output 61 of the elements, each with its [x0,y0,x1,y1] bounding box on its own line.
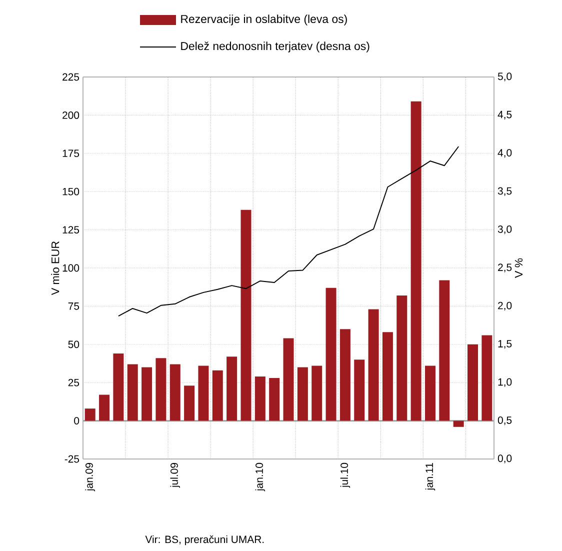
bar [340,329,350,421]
bar [142,367,152,421]
bar [297,367,308,421]
y2-tick-label: 2,0 [498,302,512,311]
bar [170,364,180,421]
bar [99,394,110,421]
x-tick-label: jul.09 [170,463,180,488]
y-tick-label: 25 [68,378,80,386]
bar [424,366,436,421]
bar [240,210,252,421]
bar [254,376,266,421]
bar [283,338,294,421]
x-tick-label: jan.10 [255,462,266,492]
y-tick-label: 0 [74,417,80,424]
bar [453,420,464,427]
y2-tick-label: 3,0 [498,225,512,234]
bar [396,295,408,421]
y2-tick-label: 4,0 [498,149,512,158]
y-tick-label: 125 [62,226,80,234]
y-tick-label: 50 [68,340,80,348]
bar [127,364,138,421]
bar [184,386,195,421]
x-tick-label: jan.09 [85,463,95,492]
legend-label: Delež nedonosnih terjatev (desna os) [181,42,370,52]
bar [156,358,166,421]
y2-tick-label: 4,5 [498,110,512,120]
bar [113,354,124,421]
bar [312,366,322,421]
y2-tick-label: 0,0 [498,454,512,464]
y-tick-label: 175 [62,150,80,158]
bar [468,344,478,421]
y-tick-label: -25 [64,455,80,463]
bar [269,378,280,421]
y2-tick-label: 5,0 [498,72,512,82]
y-tick-label: 100 [62,264,80,272]
y-tick-label: 75 [68,302,80,310]
bar [226,356,238,421]
x-tick-label: jan.11 [425,463,436,490]
y2-tick-label: 1,5 [498,340,512,349]
bar [212,370,223,421]
bar [482,335,492,421]
legend-label: Rezervacije in oslabitve (leva os) [181,14,347,26]
y-tick-label: 150 [62,188,80,196]
y2-tick-label: 1,0 [498,378,512,387]
bar [368,309,379,421]
y-tick-label: 225 [62,73,80,81]
bar [439,280,450,421]
y2-axis-title: V % [514,258,523,278]
y2-tick-label: 2,5 [498,264,512,272]
bar [198,366,209,421]
y2-tick-label: 3,5 [498,187,512,196]
bar [84,408,96,421]
y-tick-label: 200 [62,111,80,119]
text: Vir: BS, preračuni UMAR. [145,535,264,546]
bar [326,288,336,421]
y-axis-title: V mio EUR [51,241,60,296]
y2-tick-label: 0,5 [498,416,512,426]
x-tick-label: jul.10 [340,462,350,488]
bar [382,332,393,421]
bar [410,101,422,421]
bar [354,360,365,421]
